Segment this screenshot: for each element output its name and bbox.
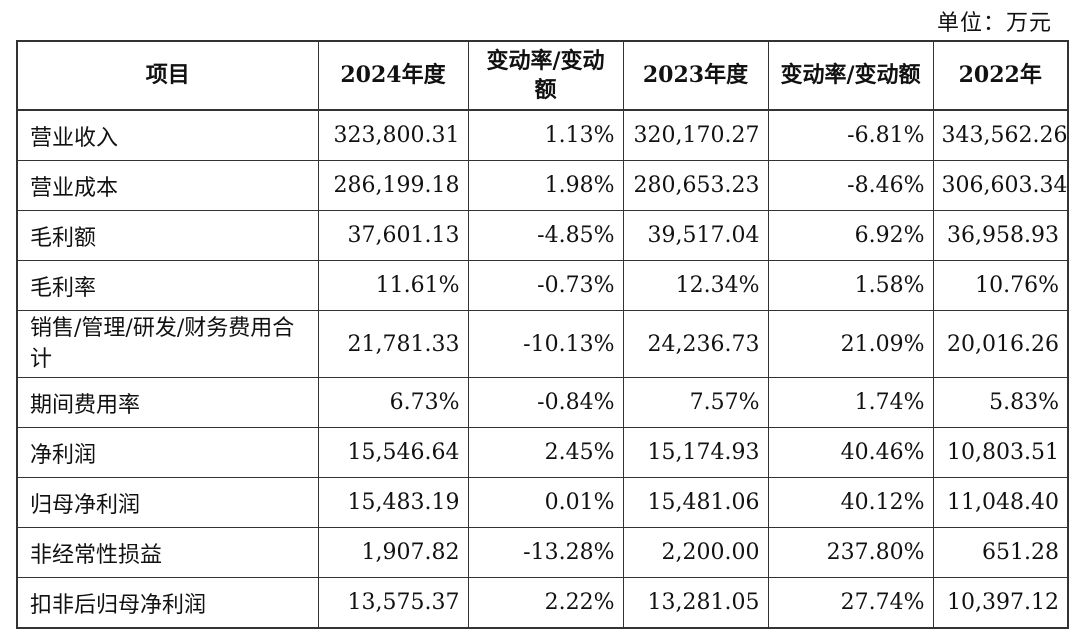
cell-2023: 15,481.06: [622, 477, 769, 528]
table-row: 扣非后归母净利润 13,575.37 2.22% 13,281.05 27.74…: [16, 577, 1069, 629]
row-label: 归母净利润: [16, 477, 319, 528]
cell-2022: 306,603.34: [932, 160, 1069, 211]
cell-change-2024: -0.73%: [467, 260, 624, 311]
cell-change-2024: -13.28%: [467, 527, 624, 578]
table-row: 净利润 15,546.64 2.45% 15,174.93 40.46% 10,…: [16, 427, 1069, 478]
header-change-2024: 变动率/变动额: [467, 40, 624, 111]
cell-change-2023: 1.74%: [767, 377, 934, 428]
cell-2024: 6.73%: [317, 377, 469, 428]
table-row: 归母净利润 15,483.19 0.01% 15,481.06 40.12% 1…: [16, 477, 1069, 528]
cell-change-2024: -10.13%: [467, 310, 624, 378]
cell-change-2023: 6.92%: [767, 210, 934, 261]
cell-2022: 343,562.26: [932, 109, 1069, 161]
cell-2023: 280,653.23: [622, 160, 769, 211]
header-2022: 2022年: [932, 40, 1069, 111]
cell-change-2024: 2.22%: [467, 577, 624, 629]
cell-2022: 10.76%: [932, 260, 1069, 311]
cell-2024: 323,800.31: [317, 109, 469, 161]
cell-2022: 20,016.26: [932, 310, 1069, 378]
cell-2023: 24,236.73: [622, 310, 769, 378]
cell-2024: 15,483.19: [317, 477, 469, 528]
table-row: 毛利率 11.61% -0.73% 12.34% 1.58% 10.76%: [16, 260, 1069, 311]
cell-2022: 651.28: [932, 527, 1069, 578]
cell-change-2024: 1.98%: [467, 160, 624, 211]
cell-change-2023: -6.81%: [767, 109, 934, 161]
cell-change-2024: -0.84%: [467, 377, 624, 428]
row-label: 期间费用率: [16, 377, 319, 428]
cell-2023: 7.57%: [622, 377, 769, 428]
cell-change-2023: 27.74%: [767, 577, 934, 629]
unit-note: 单位：万元: [936, 11, 1052, 36]
cell-2023: 2,200.00: [622, 527, 769, 578]
table-row: 毛利额 37,601.13 -4.85% 39,517.04 6.92% 36,…: [16, 210, 1069, 261]
cell-2023: 12.34%: [622, 260, 769, 311]
cell-2022: 5.83%: [932, 377, 1069, 428]
cell-change-2023: 40.12%: [767, 477, 934, 528]
row-label: 净利润: [16, 427, 319, 478]
table-row: 非经常性损益 1,907.82 -13.28% 2,200.00 237.80%…: [16, 527, 1069, 578]
cell-change-2024: 2.45%: [467, 427, 624, 478]
row-label: 营业收入: [16, 109, 319, 161]
cell-2023: 39,517.04: [622, 210, 769, 261]
table-row: 营业成本 286,199.18 1.98% 280,653.23 -8.46% …: [16, 160, 1069, 211]
cell-2022: 11,048.40: [932, 477, 1069, 528]
table-row: 期间费用率 6.73% -0.84% 7.57% 1.74% 5.83%: [16, 377, 1069, 428]
table-row: 营业收入 323,800.31 1.13% 320,170.27 -6.81% …: [16, 109, 1069, 161]
row-label: 毛利率: [16, 260, 319, 311]
cell-change-2024: 1.13%: [467, 109, 624, 161]
row-label: 毛利额: [16, 210, 319, 261]
cell-2024: 13,575.37: [317, 577, 469, 629]
table-row: 销售/管理/研发/财务费用合计 21,781.33 -10.13% 24,236…: [16, 310, 1069, 378]
cell-2022: 36,958.93: [932, 210, 1069, 261]
cell-2023: 15,174.93: [622, 427, 769, 478]
cell-2024: 15,546.64: [317, 427, 469, 478]
row-label: 扣非后归母净利润: [16, 577, 319, 629]
cell-2024: 21,781.33: [317, 310, 469, 378]
cell-change-2023: -8.46%: [767, 160, 934, 211]
row-label: 销售/管理/研发/财务费用合计: [16, 310, 319, 378]
cell-2023: 13,281.05: [622, 577, 769, 629]
cell-change-2023: 1.58%: [767, 260, 934, 311]
cell-2023: 320,170.27: [622, 109, 769, 161]
cell-change-2024: 0.01%: [467, 477, 624, 528]
header-2024: 2024年度: [317, 40, 469, 111]
cell-2024: 286,199.18: [317, 160, 469, 211]
cell-2022: 10,803.51: [932, 427, 1069, 478]
cell-2022: 10,397.12: [932, 577, 1069, 629]
header-2023: 2023年度: [622, 40, 769, 111]
header-change-2023: 变动率/变动额: [767, 40, 934, 111]
header-item: 项目: [16, 40, 319, 111]
cell-change-2023: 40.46%: [767, 427, 934, 478]
financial-table: 项目 2024年度 变动率/变动额 2023年度 变动率/变动额 2022年 营…: [16, 40, 1069, 629]
row-label: 非经常性损益: [16, 527, 319, 578]
cell-2024: 37,601.13: [317, 210, 469, 261]
cell-2024: 1,907.82: [317, 527, 469, 578]
cell-change-2024: -4.85%: [467, 210, 624, 261]
cell-2024: 11.61%: [317, 260, 469, 311]
row-label: 营业成本: [16, 160, 319, 211]
cell-change-2023: 21.09%: [767, 310, 934, 378]
table-header-row: 项目 2024年度 变动率/变动额 2023年度 变动率/变动额 2022年: [16, 40, 1069, 111]
cell-change-2023: 237.80%: [767, 527, 934, 578]
